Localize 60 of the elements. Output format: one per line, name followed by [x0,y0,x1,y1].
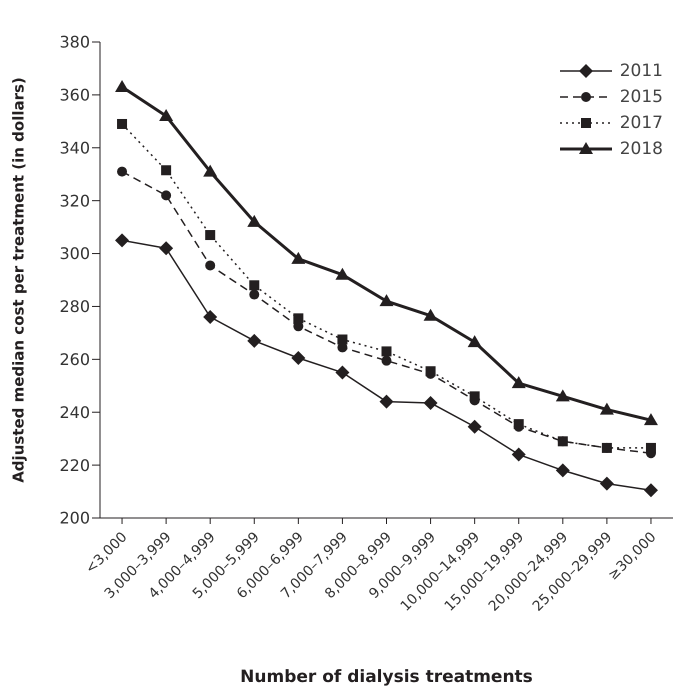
point [600,402,614,415]
point [600,476,614,491]
point [380,294,394,306]
y-tick-label: 360 [59,86,90,105]
point [424,396,438,410]
point [203,310,218,324]
point [159,109,174,122]
point [512,376,526,388]
point [159,241,174,256]
point [646,442,656,453]
y-tick-label: 380 [59,32,90,52]
y-tick-label: 280 [59,297,90,316]
point [382,346,392,356]
y-tick-label: 240 [59,402,90,422]
point [470,391,480,402]
point [558,436,568,446]
point [115,80,130,92]
point [205,230,216,240]
point [380,394,394,409]
point [247,334,262,348]
point [644,483,658,498]
point [115,233,130,248]
point [424,308,438,321]
legend-label: 2015 [620,87,663,107]
y-tick-label: 340 [59,138,90,158]
point [512,448,526,462]
point [602,442,612,453]
point [468,335,482,348]
point [291,252,306,264]
point [644,413,658,426]
y-axis-title: Adjusted median cost per treatment (in dollars) [9,77,28,483]
y-tick-label: 260 [59,350,90,370]
legend-label: 2018 [620,139,663,159]
point [426,366,436,376]
legend-label: 2011 [620,61,663,81]
point [291,351,306,366]
point [556,463,570,478]
point [335,268,350,280]
point [247,214,262,227]
point [117,118,128,129]
point [335,366,350,380]
point [249,290,260,300]
point [293,313,304,324]
y-tick-label: 320 [59,191,90,210]
x-axis-title: Number of dialysis treatments [240,667,533,687]
point [161,190,172,200]
y-tick-label: 200 [59,508,90,528]
y-tick-label: 300 [59,244,90,264]
point [117,166,128,177]
point [514,419,524,430]
point [556,389,570,402]
point [249,280,260,290]
point [468,420,482,434]
point [337,334,348,344]
point [205,260,216,270]
y-tick-label: 220 [59,456,90,475]
point [203,164,218,177]
legend-label: 2017 [620,113,663,133]
point [382,356,392,366]
point [161,165,172,176]
